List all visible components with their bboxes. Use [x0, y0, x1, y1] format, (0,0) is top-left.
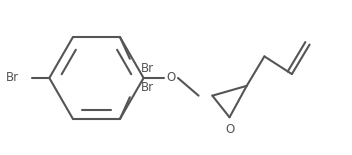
- Text: O: O: [225, 123, 234, 136]
- Text: Br: Br: [141, 62, 154, 75]
- Text: Br: Br: [6, 71, 19, 84]
- Text: Br: Br: [141, 81, 154, 94]
- Text: O: O: [166, 71, 176, 84]
